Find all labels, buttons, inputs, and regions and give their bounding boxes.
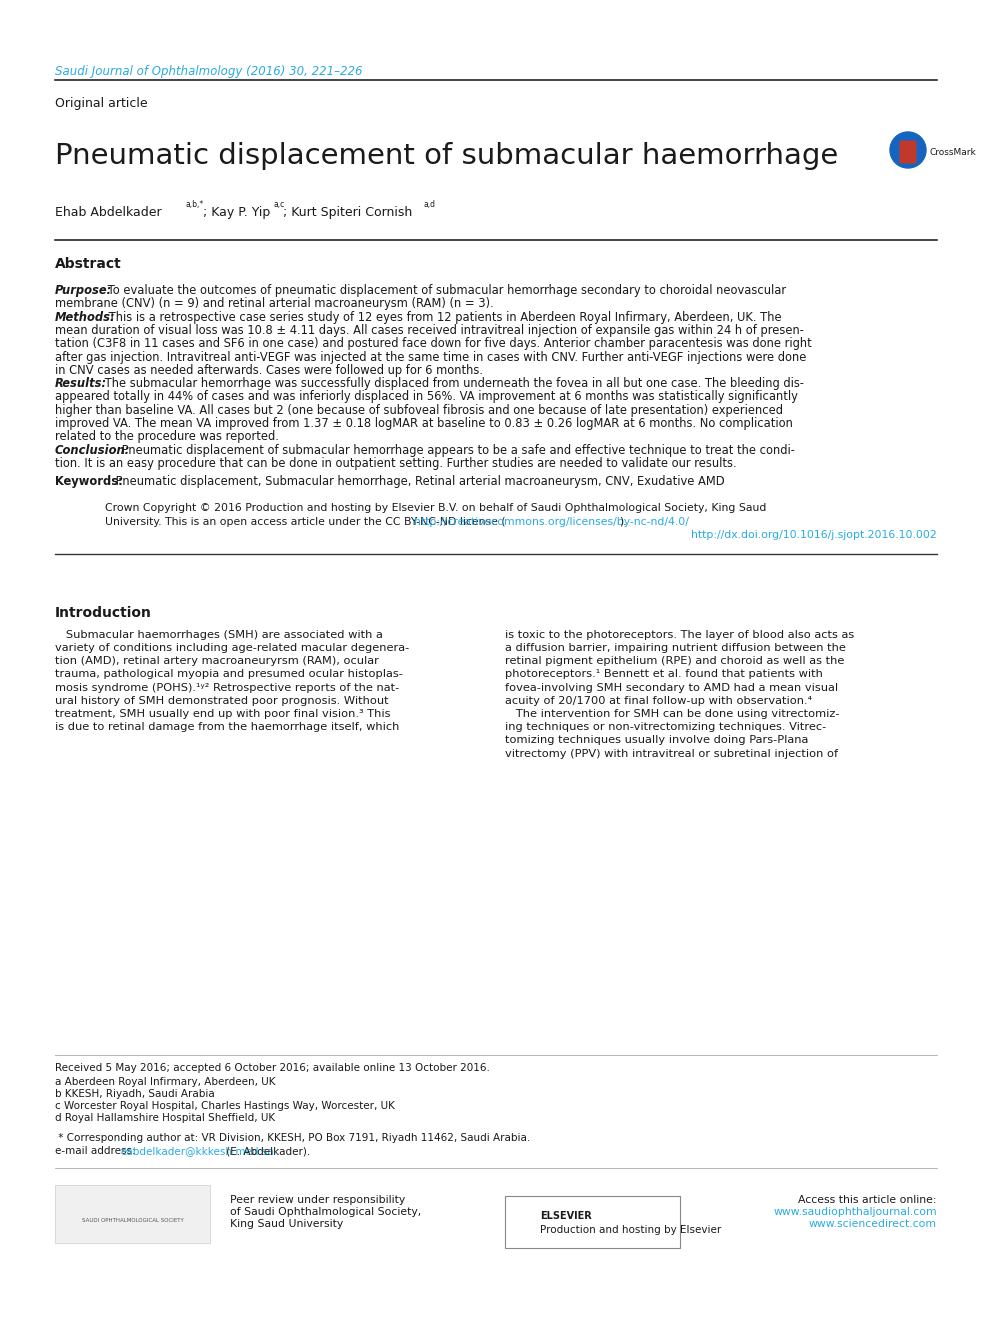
Text: Submacular haemorrhages (SMH) are associated with a: Submacular haemorrhages (SMH) are associ… [55,630,383,640]
Text: tion. It is an easy procedure that can be done in outpatient setting. Further st: tion. It is an easy procedure that can b… [55,456,737,470]
Text: related to the procedure was reported.: related to the procedure was reported. [55,430,279,443]
Text: (E. Abdelkader).: (E. Abdelkader). [223,1146,310,1156]
FancyBboxPatch shape [900,140,917,164]
Text: a Aberdeen Royal Infirmary, Aberdeen, UK: a Aberdeen Royal Infirmary, Aberdeen, UK [55,1077,276,1088]
Text: ing techniques or non-vitrectomizing techniques. Vitrec-: ing techniques or non-vitrectomizing tec… [505,722,826,732]
Text: Received 5 May 2016; accepted 6 October 2016; available online 13 October 2016.: Received 5 May 2016; accepted 6 October … [55,1062,490,1073]
Text: mean duration of visual loss was 10.8 ± 4.11 days. All cases received intravitre: mean duration of visual loss was 10.8 ± … [55,324,804,337]
Text: b KKESH, Riyadh, Saudi Arabia: b KKESH, Riyadh, Saudi Arabia [55,1089,214,1099]
Circle shape [890,132,926,168]
Text: a,d: a,d [423,200,435,209]
Text: ELSEVIER: ELSEVIER [540,1211,592,1221]
Text: is due to retinal damage from the haemorrhage itself, which: is due to retinal damage from the haemor… [55,722,400,732]
Text: The intervention for SMH can be done using vitrectomiz-: The intervention for SMH can be done usi… [505,709,839,718]
Text: mosis syndrome (POHS).¹ʸ² Retrospective reports of the nat-: mosis syndrome (POHS).¹ʸ² Retrospective … [55,683,399,692]
Text: * Corresponding author at: VR Division, KKESH, PO Box 7191, Riyadh 11462, Saudi : * Corresponding author at: VR Division, … [55,1132,531,1143]
Text: Ehab Abdelkader: Ehab Abdelkader [55,206,162,220]
Text: a,b,*: a,b,* [185,200,203,209]
Text: tion (AMD), retinal artery macroaneuryrsm (RAM), ocular: tion (AMD), retinal artery macroaneuryrs… [55,656,379,667]
Text: c Worcester Royal Hospital, Charles Hastings Way, Worcester, UK: c Worcester Royal Hospital, Charles Hast… [55,1101,395,1111]
Text: appeared totally in 44% of cases and was inferiorly displaced in 56%. VA improve: appeared totally in 44% of cases and was… [55,390,798,404]
Text: is toxic to the photoreceptors. The layer of blood also acts as: is toxic to the photoreceptors. The laye… [505,630,854,640]
Text: after gas injection. Intravitreal anti-VEGF was injected at the same time in cas: after gas injection. Intravitreal anti-V… [55,351,806,364]
Text: www.sciencedirect.com: www.sciencedirect.com [809,1218,937,1229]
Text: ; Kurt Spiteri Cornish: ; Kurt Spiteri Cornish [283,206,413,220]
Text: University. This is an open access article under the CC BY-NC-ND license (: University. This is an open access artic… [105,516,506,527]
Text: Introduction: Introduction [55,606,152,619]
Text: ; Kay P. Yip: ; Kay P. Yip [203,206,270,220]
Text: This is a retrospective case series study of 12 eyes from 12 patients in Aberdee: This is a retrospective case series stud… [105,311,782,324]
Text: Abstract: Abstract [55,257,122,271]
Text: Pneumatic displacement of submacular hemorrhage appears to be a safe and effecti: Pneumatic displacement of submacular hem… [118,443,795,456]
Text: in CNV cases as needed afterwards. Cases were followed up for 6 months.: in CNV cases as needed afterwards. Cases… [55,364,483,377]
Text: Original article: Original article [55,97,148,110]
Text: a,c: a,c [273,200,285,209]
Text: Saudi Journal of Ophthalmology (2016) 30, 221–226: Saudi Journal of Ophthalmology (2016) 30… [55,65,362,78]
Text: treatment, SMH usually end up with poor final vision.³ This: treatment, SMH usually end up with poor … [55,709,391,718]
Text: http://creativecommons.org/licenses/by-nc-nd/4.0/: http://creativecommons.org/licenses/by-n… [415,516,689,527]
Text: ural history of SMH demonstrated poor prognosis. Without: ural history of SMH demonstrated poor pr… [55,696,389,705]
Text: http://dx.doi.org/10.1016/j.sjopt.2016.10.002: http://dx.doi.org/10.1016/j.sjopt.2016.1… [691,529,937,540]
Text: Methods:: Methods: [55,311,116,324]
Text: www.saudiophthaljournal.com: www.saudiophthaljournal.com [774,1207,937,1217]
Text: Peer review under responsibility: Peer review under responsibility [230,1195,406,1205]
Text: acuity of 20/1700 at final follow-up with observation.⁴: acuity of 20/1700 at final follow-up wit… [505,696,812,705]
Text: fovea-involving SMH secondary to AMD had a mean visual: fovea-involving SMH secondary to AMD had… [505,683,838,692]
Text: Purpose:: Purpose: [55,284,112,296]
Text: a diffusion barrier, impairing nutrient diffusion between the: a diffusion barrier, impairing nutrient … [505,643,846,654]
Text: The submacular hemorrhage was successfully displaced from underneath the fovea i: The submacular hemorrhage was successful… [101,377,804,390]
Text: Results:: Results: [55,377,107,390]
Text: Crown Copyright © 2016 Production and hosting by Elsevier B.V. on behalf of Saud: Crown Copyright © 2016 Production and ho… [105,503,767,513]
FancyBboxPatch shape [505,1196,680,1248]
Text: of Saudi Ophthalmological Society,: of Saudi Ophthalmological Society, [230,1207,422,1217]
Text: Conclusion:: Conclusion: [55,443,130,456]
Text: e-mail address:: e-mail address: [55,1146,139,1156]
Text: CrossMark: CrossMark [930,148,977,157]
Text: improved VA. The mean VA improved from 1.37 ± 0.18 logMAR at baseline to 0.83 ± : improved VA. The mean VA improved from 1… [55,417,793,430]
Text: tation (C3F8 in 11 cases and SF6 in one case) and postured face down for five da: tation (C3F8 in 11 cases and SF6 in one … [55,337,811,351]
Text: trauma, pathological myopia and presumed ocular histoplas-: trauma, pathological myopia and presumed… [55,669,403,679]
Text: To evaluate the outcomes of pneumatic displacement of submacular hemorrhage seco: To evaluate the outcomes of pneumatic di… [104,284,786,296]
Text: membrane (CNV) (n = 9) and retinal arterial macroaneurysm (RAM) (n = 3).: membrane (CNV) (n = 9) and retinal arter… [55,298,494,311]
Text: tomizing techniques usually involve doing Pars-Plana: tomizing techniques usually involve doin… [505,736,808,745]
Text: eabdelkader@kkkesh.med.sa: eabdelkader@kkkesh.med.sa [121,1146,275,1156]
Text: King Saud University: King Saud University [230,1218,343,1229]
Text: higher than baseline VA. All cases but 2 (one because of subfoveal fibrosis and : higher than baseline VA. All cases but 2… [55,404,783,417]
Text: Pneumatic displacement of submacular haemorrhage: Pneumatic displacement of submacular hae… [55,142,838,169]
Text: vitrectomy (PPV) with intravitreal or subretinal injection of: vitrectomy (PPV) with intravitreal or su… [505,749,838,758]
Text: Keywords:: Keywords: [55,475,123,488]
FancyBboxPatch shape [55,1185,210,1244]
Text: Pneumatic displacement, Submacular hemorrhage, Retinal arterial macroaneurysm, C: Pneumatic displacement, Submacular hemor… [112,475,724,488]
Text: photoreceptors.¹ Bennett et al. found that patients with: photoreceptors.¹ Bennett et al. found th… [505,669,823,679]
Text: Access this article online:: Access this article online: [799,1195,937,1205]
Text: variety of conditions including age-related macular degenera-: variety of conditions including age-rela… [55,643,410,654]
Text: ).: ). [619,516,627,527]
Text: SAUDI OPHTHALMOLOGICAL SOCIETY: SAUDI OPHTHALMOLOGICAL SOCIETY [82,1218,184,1222]
Text: Production and hosting by Elsevier: Production and hosting by Elsevier [540,1225,721,1234]
Text: d Royal Hallamshire Hospital Sheffield, UK: d Royal Hallamshire Hospital Sheffield, … [55,1113,275,1123]
Text: retinal pigment epithelium (RPE) and choroid as well as the: retinal pigment epithelium (RPE) and cho… [505,656,844,667]
